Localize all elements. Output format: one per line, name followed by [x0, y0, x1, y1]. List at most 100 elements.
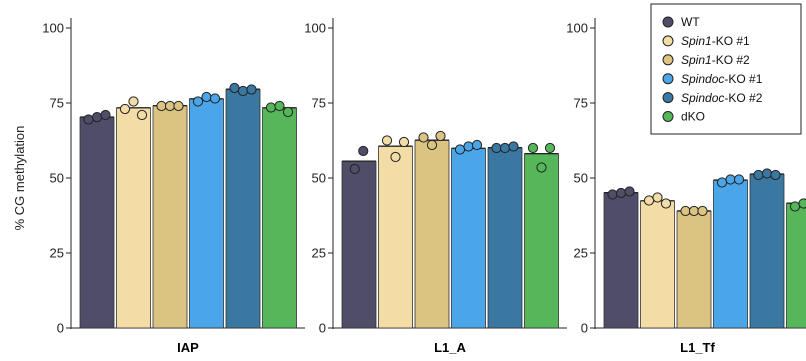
replicate-point — [544, 142, 556, 154]
y-tick-label: 100 — [42, 21, 64, 36]
y-tick-label: 75 — [574, 96, 588, 111]
replicate-point — [761, 168, 773, 179]
bar — [713, 179, 748, 329]
replicate-point — [463, 141, 474, 152]
replicate-point — [798, 198, 806, 209]
bar — [378, 146, 413, 329]
legend-entry: Spindoc-KO #1 — [681, 72, 763, 86]
bar — [79, 117, 115, 329]
replicate-point — [192, 96, 204, 107]
y-tick-label: 0 — [581, 321, 588, 336]
y-axis-label: % CG methylation — [12, 126, 27, 231]
replicate-point — [607, 189, 618, 200]
replicate-point — [680, 205, 691, 217]
legend-swatch — [662, 73, 674, 85]
replicate-point — [770, 169, 781, 181]
replicate-point — [229, 82, 240, 94]
panel-label: L1_Tf — [680, 340, 715, 355]
replicate-point — [282, 106, 294, 118]
replicate-point — [349, 163, 360, 175]
bar — [414, 140, 450, 329]
replicate-point — [716, 177, 728, 188]
replicate-point — [508, 141, 519, 152]
panel-l1-a: 0 25 50 75 100 L1_A — [304, 18, 567, 355]
replicate-point — [128, 96, 139, 107]
bar — [341, 161, 377, 329]
legend-entry: dKO — [681, 110, 705, 124]
bar — [225, 89, 261, 329]
replicate-point — [615, 187, 627, 199]
legend-entry: Spin1-KO #1 — [681, 34, 750, 48]
replicate-point — [390, 151, 401, 163]
replicate-point — [83, 114, 94, 125]
legend-entry: Spindoc-KO #2 — [681, 91, 763, 105]
replicate-point — [418, 132, 429, 143]
legend-swatch — [662, 35, 674, 47]
y-tick-label: 25 — [574, 246, 588, 261]
legend-swatch — [662, 111, 674, 122]
replicate-point — [265, 102, 277, 113]
replicate-point — [173, 100, 184, 112]
bar — [676, 210, 712, 329]
replicate-point — [358, 145, 369, 157]
replicate-point — [156, 100, 167, 112]
replicate-point — [491, 142, 502, 154]
replicate-point — [435, 130, 446, 142]
legend-entry: WT — [681, 15, 700, 29]
panel-iap: 0 25 50 75 100 IAP — [42, 18, 305, 355]
replicate-point — [753, 169, 764, 181]
replicate-point — [652, 192, 663, 203]
replicate-point — [426, 139, 438, 151]
y-tick-label: 50 — [312, 171, 326, 186]
replicate-point — [136, 109, 148, 121]
bar — [451, 148, 486, 329]
bar — [786, 203, 806, 329]
y-tick-label: 75 — [312, 96, 326, 111]
replicate-point — [643, 195, 655, 206]
replicate-point — [536, 162, 547, 173]
y-tick-label: 100 — [566, 21, 588, 36]
replicate-point — [733, 174, 745, 185]
replicate-point — [624, 186, 635, 197]
y-tick-label: 50 — [574, 171, 588, 186]
bar — [487, 147, 523, 329]
y-tick-label: 0 — [319, 321, 326, 336]
bar — [262, 107, 297, 329]
bar — [152, 105, 188, 329]
bar — [749, 173, 785, 329]
replicate-point — [398, 136, 410, 148]
replicate-point — [789, 201, 801, 212]
replicate-point — [660, 198, 672, 209]
legend-swatch — [662, 16, 674, 28]
bar — [640, 200, 675, 329]
y-tick-label: 0 — [57, 321, 64, 336]
panels: 0 25 50 75 100 IAP 0 25 50 75 100 L1_A 0 25 50 75 100 L1_… — [42, 18, 806, 355]
replicate-point — [119, 103, 131, 115]
bar — [116, 107, 151, 329]
replicate-point — [381, 135, 393, 146]
y-tick-label: 100 — [304, 21, 326, 36]
replicate-point — [237, 85, 249, 97]
legend-swatch — [662, 54, 674, 66]
panel-label: IAP — [177, 340, 199, 355]
y-tick-label: 25 — [312, 246, 326, 261]
replicate-point — [100, 109, 111, 121]
legend-box — [650, 3, 802, 135]
replicate-point — [725, 174, 736, 185]
y-tick-label: 50 — [50, 171, 64, 186]
y-tick-label: 75 — [50, 96, 64, 111]
y-tick-label: 25 — [50, 246, 64, 261]
replicate-point — [454, 144, 466, 155]
replicate-point — [527, 142, 539, 154]
replicate-point — [471, 139, 483, 151]
replicate-point — [499, 142, 511, 154]
replicate-point — [688, 205, 700, 217]
legend: WT Spin1-KO #1 Spin1-KO #2 Spindoc-KO #1 Spi… — [650, 3, 802, 135]
legend-swatch — [662, 92, 674, 104]
legend-entry: Spin1-KO #2 — [681, 53, 750, 67]
replicate-point — [201, 91, 212, 103]
replicate-point — [246, 84, 257, 95]
replicate-point — [209, 93, 221, 104]
panel-l1-tf: 0 25 50 75 100 L1_Tf — [566, 18, 806, 355]
